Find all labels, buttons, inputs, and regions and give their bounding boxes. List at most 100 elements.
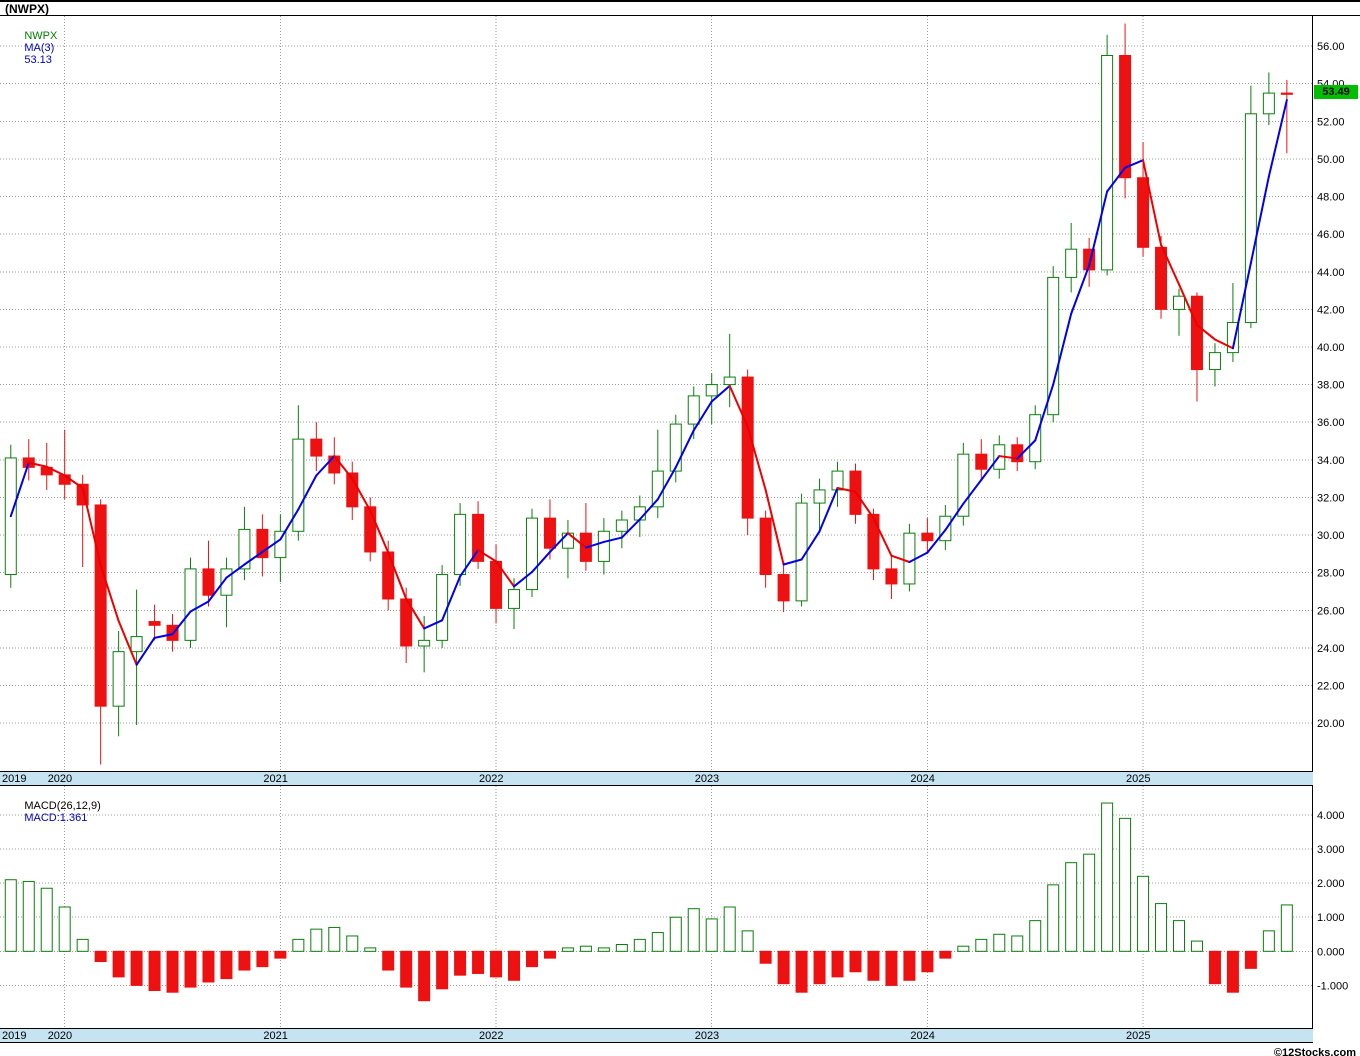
candle-up	[1101, 54, 1114, 271]
macd-bar-positive	[1065, 862, 1078, 952]
ma-line-segment	[459, 549, 480, 578]
macd-bar-negative	[436, 950, 449, 990]
ma-line-segment	[117, 619, 138, 666]
macd-bar-negative	[130, 950, 143, 986]
macd-bar-positive	[1011, 935, 1024, 952]
year-label: 2025	[1126, 773, 1151, 785]
footer: ©12Stocks.com	[0, 1043, 1360, 1056]
price-axis-label: 26.00	[1317, 605, 1345, 617]
macd-chart-canvas: 4.000 3.000 2.000 1.000 0.000 -1.000	[0, 786, 1348, 1028]
page-title: (NWPX)	[5, 2, 49, 16]
ma-line-segment	[297, 474, 318, 511]
macd-bar-positive	[310, 928, 323, 952]
legend-ma-value: 53.13	[24, 54, 52, 66]
candle-up	[454, 513, 467, 576]
candle-down	[921, 532, 934, 542]
candle-down	[472, 513, 485, 562]
macd-axis-label: 3.000	[1317, 844, 1345, 856]
ma-line-segment	[782, 558, 803, 566]
macd-bar-negative	[472, 950, 485, 974]
macd-bar-negative	[202, 950, 215, 983]
ma-line-segment	[1178, 283, 1198, 327]
candle-up	[615, 519, 628, 532]
year-label: 2025	[1126, 1030, 1151, 1042]
macd-bar-negative	[94, 950, 107, 963]
macd-bar-positive	[292, 938, 305, 952]
ma-line-segment	[1231, 261, 1252, 350]
price-axis-label: 44.00	[1317, 267, 1345, 279]
ma-line-segment	[854, 490, 875, 520]
candle-up	[112, 651, 125, 707]
candle-up	[1226, 322, 1239, 354]
macd-bar-positive	[1137, 875, 1150, 952]
macd-bar-negative	[274, 950, 287, 959]
ma-line-segment	[369, 509, 390, 554]
price-axis-label: 30.00	[1317, 530, 1345, 542]
ma-line-segment	[243, 550, 264, 566]
ma-line-segment	[315, 455, 336, 477]
ma-line-segment	[638, 498, 659, 521]
macd-bar-positive	[1101, 802, 1114, 952]
ma-line-segment	[746, 425, 767, 491]
macd-bar-negative	[1244, 950, 1257, 969]
candle-up	[1065, 248, 1078, 278]
price-axis-label: 46.00	[1317, 229, 1345, 241]
ma-line-segment	[423, 619, 444, 630]
macd-bar-positive	[1083, 853, 1096, 952]
candle-up	[1173, 295, 1186, 310]
macd-legend-label: MACD(26,12,9)	[24, 800, 101, 812]
ma-line-segment	[1267, 99, 1288, 178]
macd-bar-negative	[418, 950, 431, 1002]
ma-line-segment	[1070, 264, 1091, 315]
x-axis-year-band-bottom: 2019 2020 2021 2022 2023 2024 2025	[0, 1028, 1313, 1043]
candle-up	[669, 423, 682, 472]
macd-bar-negative	[849, 950, 862, 973]
ma-line-segment	[566, 532, 587, 549]
ma-line-segment	[441, 575, 462, 622]
macd-bar-positive	[615, 943, 628, 952]
macd-bar-negative	[795, 950, 808, 993]
macd-panel: 4.000 3.000 2.000 1.000 0.000 -1.000 MACD(26,…	[0, 786, 1360, 1028]
candle-down	[975, 453, 988, 470]
ma-line-segment	[171, 610, 192, 636]
ma-line-segment	[1142, 159, 1163, 246]
candle-down	[1083, 248, 1096, 271]
candle-up	[705, 384, 718, 397]
price-axis-label: 48.00	[1317, 192, 1345, 204]
ma-line-segment	[800, 530, 821, 561]
macd-bar-negative	[867, 950, 880, 981]
candle-down	[759, 517, 772, 576]
copyright-text: ©12Stocks.com	[1273, 1047, 1356, 1056]
candle-down	[777, 574, 790, 602]
macd-bar-positive	[993, 933, 1006, 952]
macd-bar-positive	[1262, 930, 1275, 952]
macd-bar-positive	[328, 926, 341, 952]
candle-up	[508, 589, 521, 609]
ma-line-segment	[1016, 439, 1037, 460]
macd-bar-positive	[975, 938, 988, 952]
macd-bar-positive	[1119, 817, 1132, 952]
ma-line-segment	[99, 564, 120, 622]
candle-up	[1208, 352, 1221, 371]
candle-up	[292, 438, 305, 532]
price-axis-label: 36.00	[1317, 417, 1345, 429]
macd-axis-label: 2.000	[1317, 878, 1345, 890]
ma-line-segment	[27, 461, 48, 468]
ma-line-segment	[530, 550, 551, 574]
macd-bar-positive	[741, 930, 754, 952]
macd-legend-value: MACD:1.361	[24, 812, 88, 824]
x-axis-year-band-top: 2019 2020 2021 2022 2023 2024 2025	[0, 771, 1313, 786]
ma-line-segment	[962, 478, 983, 505]
candle-up	[723, 376, 736, 386]
macd-bar-positive	[346, 935, 359, 952]
price-axis-label: 52.00	[1317, 116, 1345, 128]
macd-bar-positive	[597, 947, 610, 952]
macd-axis-label: 1.000	[1317, 912, 1345, 924]
candle-down	[1137, 177, 1150, 248]
macd-axis-label: 4.000	[1317, 810, 1345, 822]
ma-line-segment	[513, 571, 533, 588]
macd-bar-negative	[939, 950, 952, 959]
ma-line-segment	[1213, 338, 1234, 350]
macd-bar-positive	[705, 918, 718, 952]
candle-down	[1155, 246, 1168, 310]
